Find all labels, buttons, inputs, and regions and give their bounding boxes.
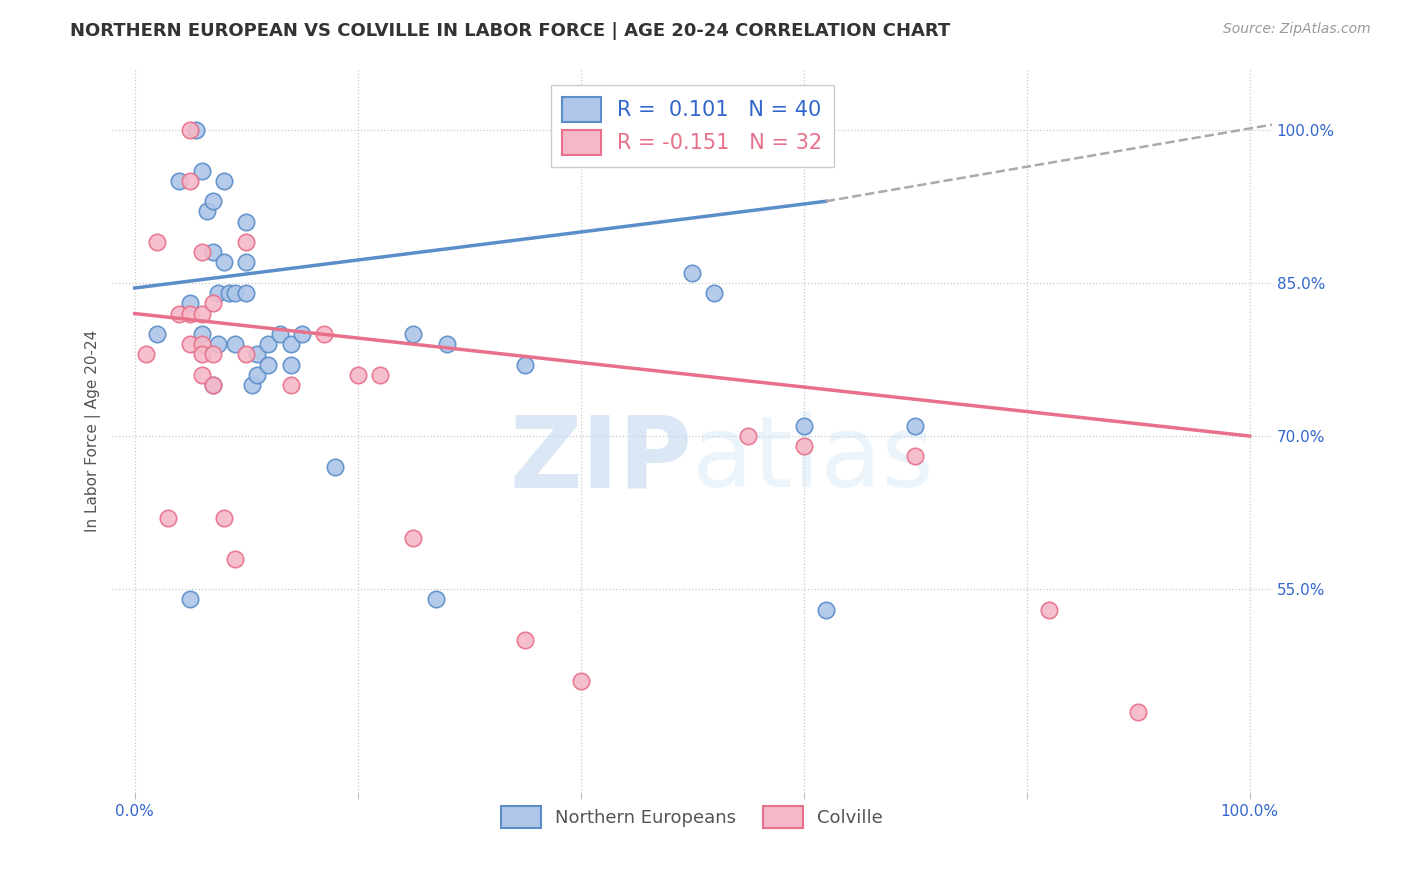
Point: [402, 326, 425, 341]
Point: [235, 214, 257, 228]
Point: [190, 245, 212, 260]
Point: [201, 347, 224, 361]
Point: [146, 235, 169, 249]
Y-axis label: In Labor Force | Age 20-24: In Labor Force | Age 20-24: [86, 330, 101, 532]
Point: [513, 358, 536, 372]
Point: [179, 337, 201, 351]
Point: [569, 674, 592, 689]
Point: [190, 326, 212, 341]
Text: atlas: atlas: [692, 411, 934, 508]
Point: [224, 551, 246, 566]
Point: [346, 368, 368, 382]
Point: [224, 337, 246, 351]
Point: [1126, 705, 1149, 719]
Point: [280, 337, 302, 351]
Point: [904, 450, 927, 464]
Point: [207, 286, 229, 301]
Point: [269, 326, 291, 341]
Point: [325, 459, 347, 474]
Point: [169, 174, 191, 188]
Point: [235, 235, 257, 249]
Point: [436, 337, 458, 351]
Text: ZIP: ZIP: [509, 411, 692, 508]
Point: [212, 174, 235, 188]
Point: [235, 286, 257, 301]
Point: [212, 255, 235, 269]
Point: [179, 306, 201, 320]
Point: [703, 286, 725, 301]
Point: [201, 194, 224, 209]
Point: [190, 368, 212, 382]
Point: [218, 286, 240, 301]
Point: [190, 337, 212, 351]
Point: [513, 633, 536, 648]
Point: [425, 592, 447, 607]
Point: [793, 418, 815, 433]
Point: [179, 296, 201, 310]
Point: [257, 337, 280, 351]
Point: [195, 204, 218, 219]
Point: [146, 326, 169, 341]
Point: [240, 378, 263, 392]
Point: [257, 358, 280, 372]
Point: [201, 296, 224, 310]
Point: [402, 531, 425, 545]
Point: [190, 347, 212, 361]
Point: [314, 326, 336, 341]
Point: [235, 347, 257, 361]
Point: [190, 163, 212, 178]
Point: [157, 510, 180, 524]
Point: [179, 174, 201, 188]
Point: [681, 266, 703, 280]
Point: [179, 592, 201, 607]
Point: [246, 347, 269, 361]
Point: [246, 368, 269, 382]
Point: [235, 255, 257, 269]
Text: NORTHERN EUROPEAN VS COLVILLE IN LABOR FORCE | AGE 20-24 CORRELATION CHART: NORTHERN EUROPEAN VS COLVILLE IN LABOR F…: [70, 22, 950, 40]
Point: [201, 378, 224, 392]
Point: [207, 337, 229, 351]
Point: [224, 286, 246, 301]
Point: [201, 378, 224, 392]
Point: [1038, 602, 1060, 616]
Text: Source: ZipAtlas.com: Source: ZipAtlas.com: [1223, 22, 1371, 37]
Point: [291, 326, 314, 341]
Point: [814, 602, 837, 616]
Legend: Northern Europeans, Colville: Northern Europeans, Colville: [494, 798, 890, 835]
Point: [280, 378, 302, 392]
Point: [904, 418, 927, 433]
Point: [280, 358, 302, 372]
Point: [201, 245, 224, 260]
Point: [737, 429, 759, 443]
Point: [212, 510, 235, 524]
Point: [179, 122, 201, 136]
Point: [169, 306, 191, 320]
Point: [190, 306, 212, 320]
Point: [184, 122, 207, 136]
Point: [135, 347, 157, 361]
Point: [793, 439, 815, 453]
Point: [368, 368, 391, 382]
